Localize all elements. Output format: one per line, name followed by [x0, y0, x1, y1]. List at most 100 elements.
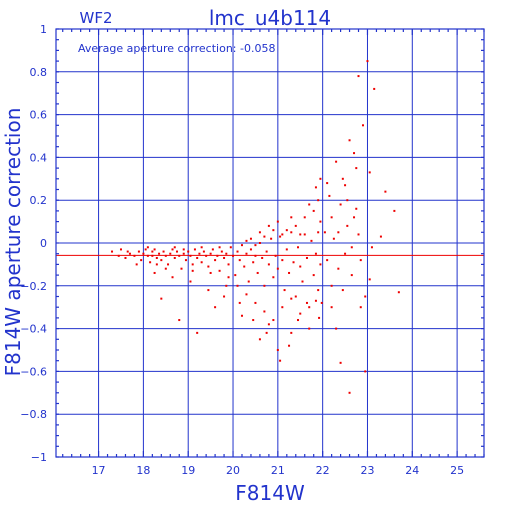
- data-point: [117, 254, 120, 257]
- data-point: [200, 261, 203, 264]
- data-point: [196, 256, 199, 259]
- data-point: [137, 250, 140, 253]
- data-point: [267, 263, 270, 266]
- data-point: [272, 276, 275, 279]
- data-point: [151, 250, 154, 253]
- data-point: [397, 291, 400, 294]
- data-point: [202, 250, 205, 253]
- data-point: [207, 265, 210, 268]
- data-point: [249, 248, 252, 251]
- data-point: [245, 239, 248, 242]
- data-point: [173, 256, 176, 259]
- y-tick-label: 0.8: [30, 66, 48, 79]
- data-point: [384, 190, 387, 193]
- data-point: [171, 276, 174, 279]
- data-point: [225, 284, 228, 287]
- data-point: [330, 306, 333, 309]
- data-point: [301, 280, 304, 283]
- y-axis-ticks: 1 0.8 0.6 0.4 0.2 0 −0.2 −0.4 −0.6 −0.8 −1: [20, 23, 484, 464]
- data-point: [153, 248, 156, 251]
- data-point: [119, 248, 122, 251]
- data-point: [229, 246, 232, 249]
- data-point: [151, 254, 154, 257]
- data-point: [240, 314, 243, 317]
- data-point: [178, 319, 181, 322]
- data-point: [312, 209, 315, 212]
- data-point: [164, 254, 167, 257]
- data-point: [379, 235, 382, 238]
- data-point: [355, 207, 358, 210]
- data-point: [317, 199, 320, 202]
- data-point: [254, 254, 257, 257]
- data-point: [220, 250, 223, 253]
- data-point: [326, 259, 329, 262]
- data-point: [328, 194, 331, 197]
- data-point: [236, 284, 239, 287]
- data-point: [361, 124, 364, 127]
- data-point: [193, 248, 196, 251]
- data-point: [281, 259, 284, 262]
- data-point: [353, 152, 356, 155]
- data-point: [272, 319, 275, 322]
- data-point: [357, 233, 360, 236]
- data-point: [285, 229, 288, 232]
- data-point: [344, 184, 347, 187]
- data-point: [245, 293, 248, 296]
- data-point: [146, 254, 149, 257]
- data-point: [207, 289, 210, 292]
- data-point: [281, 306, 284, 309]
- data-point: [294, 224, 297, 227]
- y-tick-label: 1: [40, 23, 47, 36]
- data-point: [247, 280, 250, 283]
- data-point: [297, 319, 300, 322]
- data-point: [252, 261, 255, 264]
- data-point: [323, 231, 326, 234]
- data-point: [339, 203, 342, 206]
- data-point: [254, 244, 257, 247]
- data-point: [236, 250, 239, 253]
- data-point: [299, 233, 302, 236]
- data-point: [319, 177, 322, 180]
- data-point: [326, 182, 329, 185]
- data-point: [276, 220, 279, 223]
- data-point: [245, 252, 248, 255]
- data-point: [258, 231, 261, 234]
- data-point: [162, 250, 165, 253]
- data-point: [305, 301, 308, 304]
- x-tick-label: 21: [271, 464, 285, 477]
- data-point: [263, 235, 266, 238]
- data-point: [169, 252, 172, 255]
- data-point: [223, 295, 226, 298]
- data-point: [337, 267, 340, 270]
- x-tick-label: 24: [405, 464, 419, 477]
- data-point: [149, 261, 152, 264]
- y-tick-label: 0.6: [30, 109, 48, 122]
- data-point: [299, 265, 302, 268]
- x-axis-label: F814W: [235, 481, 305, 505]
- y-tick-label: 0.4: [30, 151, 48, 164]
- data-point: [243, 265, 246, 268]
- data-point: [140, 259, 143, 262]
- x-tick-label: 25: [450, 464, 464, 477]
- data-point: [290, 231, 293, 234]
- data-point: [308, 327, 311, 330]
- data-point: [218, 246, 221, 249]
- x-axis-ticks: 17 18 19 20 21 22 23 24 25: [62, 29, 485, 477]
- data-point: [370, 246, 373, 249]
- data-point: [317, 231, 320, 234]
- data-point: [364, 370, 367, 373]
- data-point: [308, 203, 311, 206]
- data-point: [330, 216, 333, 219]
- data-point: [191, 263, 194, 266]
- data-point: [142, 252, 145, 255]
- data-point: [314, 252, 317, 255]
- data-point: [348, 391, 351, 394]
- data-point: [290, 216, 293, 219]
- data-point: [267, 224, 270, 227]
- data-point: [238, 301, 241, 304]
- data-point: [290, 331, 293, 334]
- data-point: [216, 254, 219, 257]
- data-point: [337, 231, 340, 234]
- data-point: [265, 331, 268, 334]
